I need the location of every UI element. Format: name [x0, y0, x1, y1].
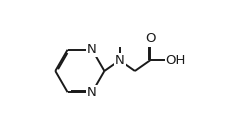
- Text: N: N: [87, 86, 97, 99]
- Text: N: N: [114, 54, 124, 67]
- Text: O: O: [144, 32, 155, 45]
- Text: N: N: [87, 43, 97, 56]
- Text: OH: OH: [165, 54, 185, 67]
